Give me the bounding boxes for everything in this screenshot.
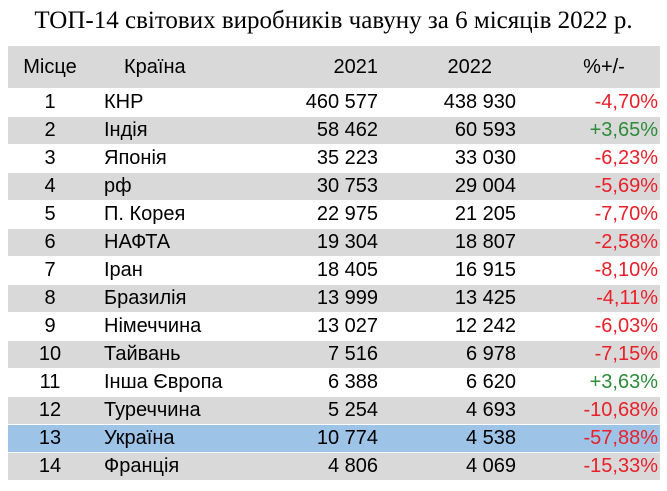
cell-country: Індія [92, 116, 273, 145]
header-2022: 2022 [382, 46, 520, 89]
cell-2022: 4 693 [382, 396, 520, 425]
cell-change: -57,88% [520, 424, 660, 453]
cell-2021: 35 223 [273, 144, 382, 173]
cell-2022: 29 004 [382, 172, 520, 201]
cell-2021: 7 516 [273, 340, 382, 369]
table-row: 2 Індія 58 462 60 593 +3,65% [8, 116, 660, 145]
cell-2022: 18 807 [382, 228, 520, 257]
cell-place: 3 [8, 144, 92, 173]
cell-country: Японія [92, 144, 273, 173]
cell-2022: 4 538 [382, 424, 520, 453]
cell-2021: 58 462 [273, 116, 382, 145]
cell-place: 5 [8, 200, 92, 229]
cell-change: -2,58% [520, 228, 660, 257]
cell-place: 1 [8, 88, 92, 117]
cell-change: -5,69% [520, 172, 660, 201]
cell-2022: 6 620 [382, 368, 520, 397]
cell-2022: 4 069 [382, 452, 520, 481]
cell-country: КНР [92, 88, 273, 117]
cell-change: -7,15% [520, 340, 660, 369]
cell-2022: 13 425 [382, 284, 520, 313]
cell-2022: 16 915 [382, 256, 520, 285]
cell-place: 9 [8, 312, 92, 341]
cell-country: Тайвань [92, 340, 273, 369]
cell-place: 12 [8, 396, 92, 425]
page-title: ТОП-14 світових виробників чавуну за 6 м… [34, 7, 633, 34]
cell-place: 13 [8, 424, 92, 453]
cell-country: Україна [92, 424, 273, 453]
cell-change: -7,70% [520, 200, 660, 229]
table-row: 14 Франція 4 806 4 069 -15,33% [8, 452, 660, 481]
cell-country: Франція [92, 452, 273, 481]
cell-place: 10 [8, 340, 92, 369]
cell-2021: 4 806 [273, 452, 382, 481]
cell-2021: 13 999 [273, 284, 382, 313]
cell-2021: 10 774 [273, 424, 382, 453]
cell-country: Інша Європа [92, 368, 273, 397]
header-row: Місце Країна 2021 2022 %+/- [8, 46, 660, 89]
header-place: Місце [8, 46, 92, 89]
cell-2021: 5 254 [273, 396, 382, 425]
table-row: 13 Україна 10 774 4 538 -57,88% [8, 424, 660, 453]
cell-place: 6 [8, 228, 92, 257]
cell-2021: 22 975 [273, 200, 382, 229]
table-row: 1 КНР 460 577 438 930 -4,70% [8, 88, 660, 117]
table-row: 4 рф 30 753 29 004 -5,69% [8, 172, 660, 201]
cell-2021: 6 388 [273, 368, 382, 397]
cell-place: 7 [8, 256, 92, 285]
table-row: 7 Іран 18 405 16 915 -8,10% [8, 256, 660, 285]
table-header: Місце Країна 2021 2022 %+/- [8, 46, 660, 89]
table-row: 5 П. Корея 22 975 21 205 -7,70% [8, 200, 660, 229]
cell-2022: 6 978 [382, 340, 520, 369]
table-row: 10 Тайвань 7 516 6 978 -7,15% [8, 340, 660, 369]
cell-change: +3,65% [520, 116, 660, 145]
cell-2022: 33 030 [382, 144, 520, 173]
cell-country: Туреччина [92, 396, 273, 425]
cell-country: рф [92, 172, 273, 201]
table-row: 9 Німеччина 13 027 12 242 -6,03% [8, 312, 660, 341]
cell-2021: 18 405 [273, 256, 382, 285]
cell-change: -6,23% [520, 144, 660, 173]
cell-country: НАФТА [92, 228, 273, 257]
table-row: 11 Інша Європа 6 388 6 620 +3,63% [8, 368, 660, 397]
cell-2022: 60 593 [382, 116, 520, 145]
header-2021: 2021 [273, 46, 382, 89]
cell-country: Іран [92, 256, 273, 285]
cell-country: П. Корея [92, 200, 273, 229]
cell-change: -8,10% [520, 256, 660, 285]
table-row: 6 НАФТА 19 304 18 807 -2,58% [8, 228, 660, 257]
cell-place: 8 [8, 284, 92, 313]
cell-change: -6,03% [520, 312, 660, 341]
cell-2022: 21 205 [382, 200, 520, 229]
cell-change: -15,33% [520, 452, 660, 481]
table-row: 12 Туреччина 5 254 4 693 -10,68% [8, 396, 660, 425]
cell-change: -4,70% [520, 88, 660, 117]
production-table: Місце Країна 2021 2022 %+/- 1 КНР 460 577 4… [8, 46, 660, 481]
table-row: 8 Бразилія 13 999 13 425 -4,11% [8, 284, 660, 313]
cell-change: -10,68% [520, 396, 660, 425]
cell-place: 2 [8, 116, 92, 145]
cell-2021: 19 304 [273, 228, 382, 257]
cell-2021: 30 753 [273, 172, 382, 201]
cell-2022: 12 242 [382, 312, 520, 341]
cell-change: +3,63% [520, 368, 660, 397]
cell-2021: 13 027 [273, 312, 382, 341]
table-body: 1 КНР 460 577 438 930 -4,70% 2 Індія 58 462 60 5… [8, 88, 660, 481]
cell-country: Німеччина [92, 312, 273, 341]
cell-change: -4,11% [520, 284, 660, 313]
table-row: 3 Японія 35 223 33 030 -6,23% [8, 144, 660, 173]
cell-place: 4 [8, 172, 92, 201]
cell-place: 14 [8, 452, 92, 481]
cell-place: 11 [8, 368, 92, 397]
cell-2021: 460 577 [273, 88, 382, 117]
header-change: %+/- [520, 46, 660, 89]
header-country: Країна [92, 46, 273, 89]
cell-country: Бразилія [92, 284, 273, 313]
cell-2022: 438 930 [382, 88, 520, 117]
